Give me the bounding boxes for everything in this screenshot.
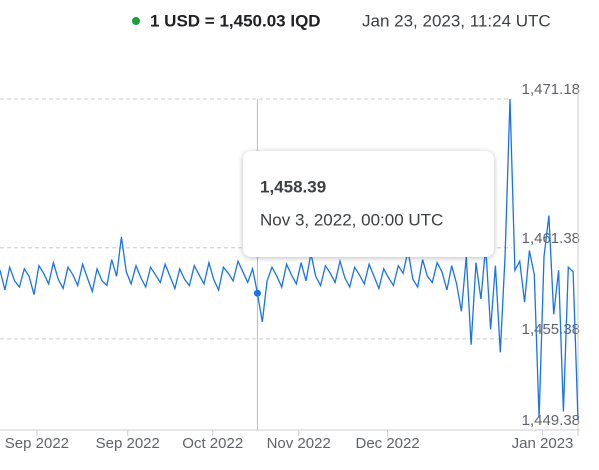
x-tick-label: Oct 2022 — [182, 435, 243, 452]
y-tick-label: 1,461.38 — [522, 230, 580, 247]
timestamp: Jan 23, 2023, 11:24 UTC — [362, 11, 551, 30]
rate: 1 USD = 1,450.03 IQD — [150, 11, 321, 30]
x-tick-label: Nov 2022 — [267, 435, 331, 452]
tooltip-value: 1,458.39 — [260, 177, 326, 196]
x-tick-label: Dec 2022 — [355, 435, 419, 452]
y-tick-label: 1,471.18 — [522, 81, 580, 98]
x-tick-label: Jan 2023 — [512, 435, 574, 452]
tooltip: 1,458.39 Nov 3, 2022, 00:00 UTC — [243, 151, 494, 257]
x-tick-label: Sep 2022 — [5, 435, 69, 452]
tooltip-box — [243, 151, 494, 257]
tooltip-date: Nov 3, 2022, 00:00 UTC — [260, 210, 443, 229]
hover-point — [253, 289, 261, 297]
series-line — [0, 98, 579, 421]
status-dot — [132, 17, 140, 25]
y-tick-label: 1,449.38 — [522, 412, 580, 429]
y-tick-label: 1,455.38 — [522, 321, 580, 338]
x-tick-label: Sep 2022 — [96, 435, 160, 452]
